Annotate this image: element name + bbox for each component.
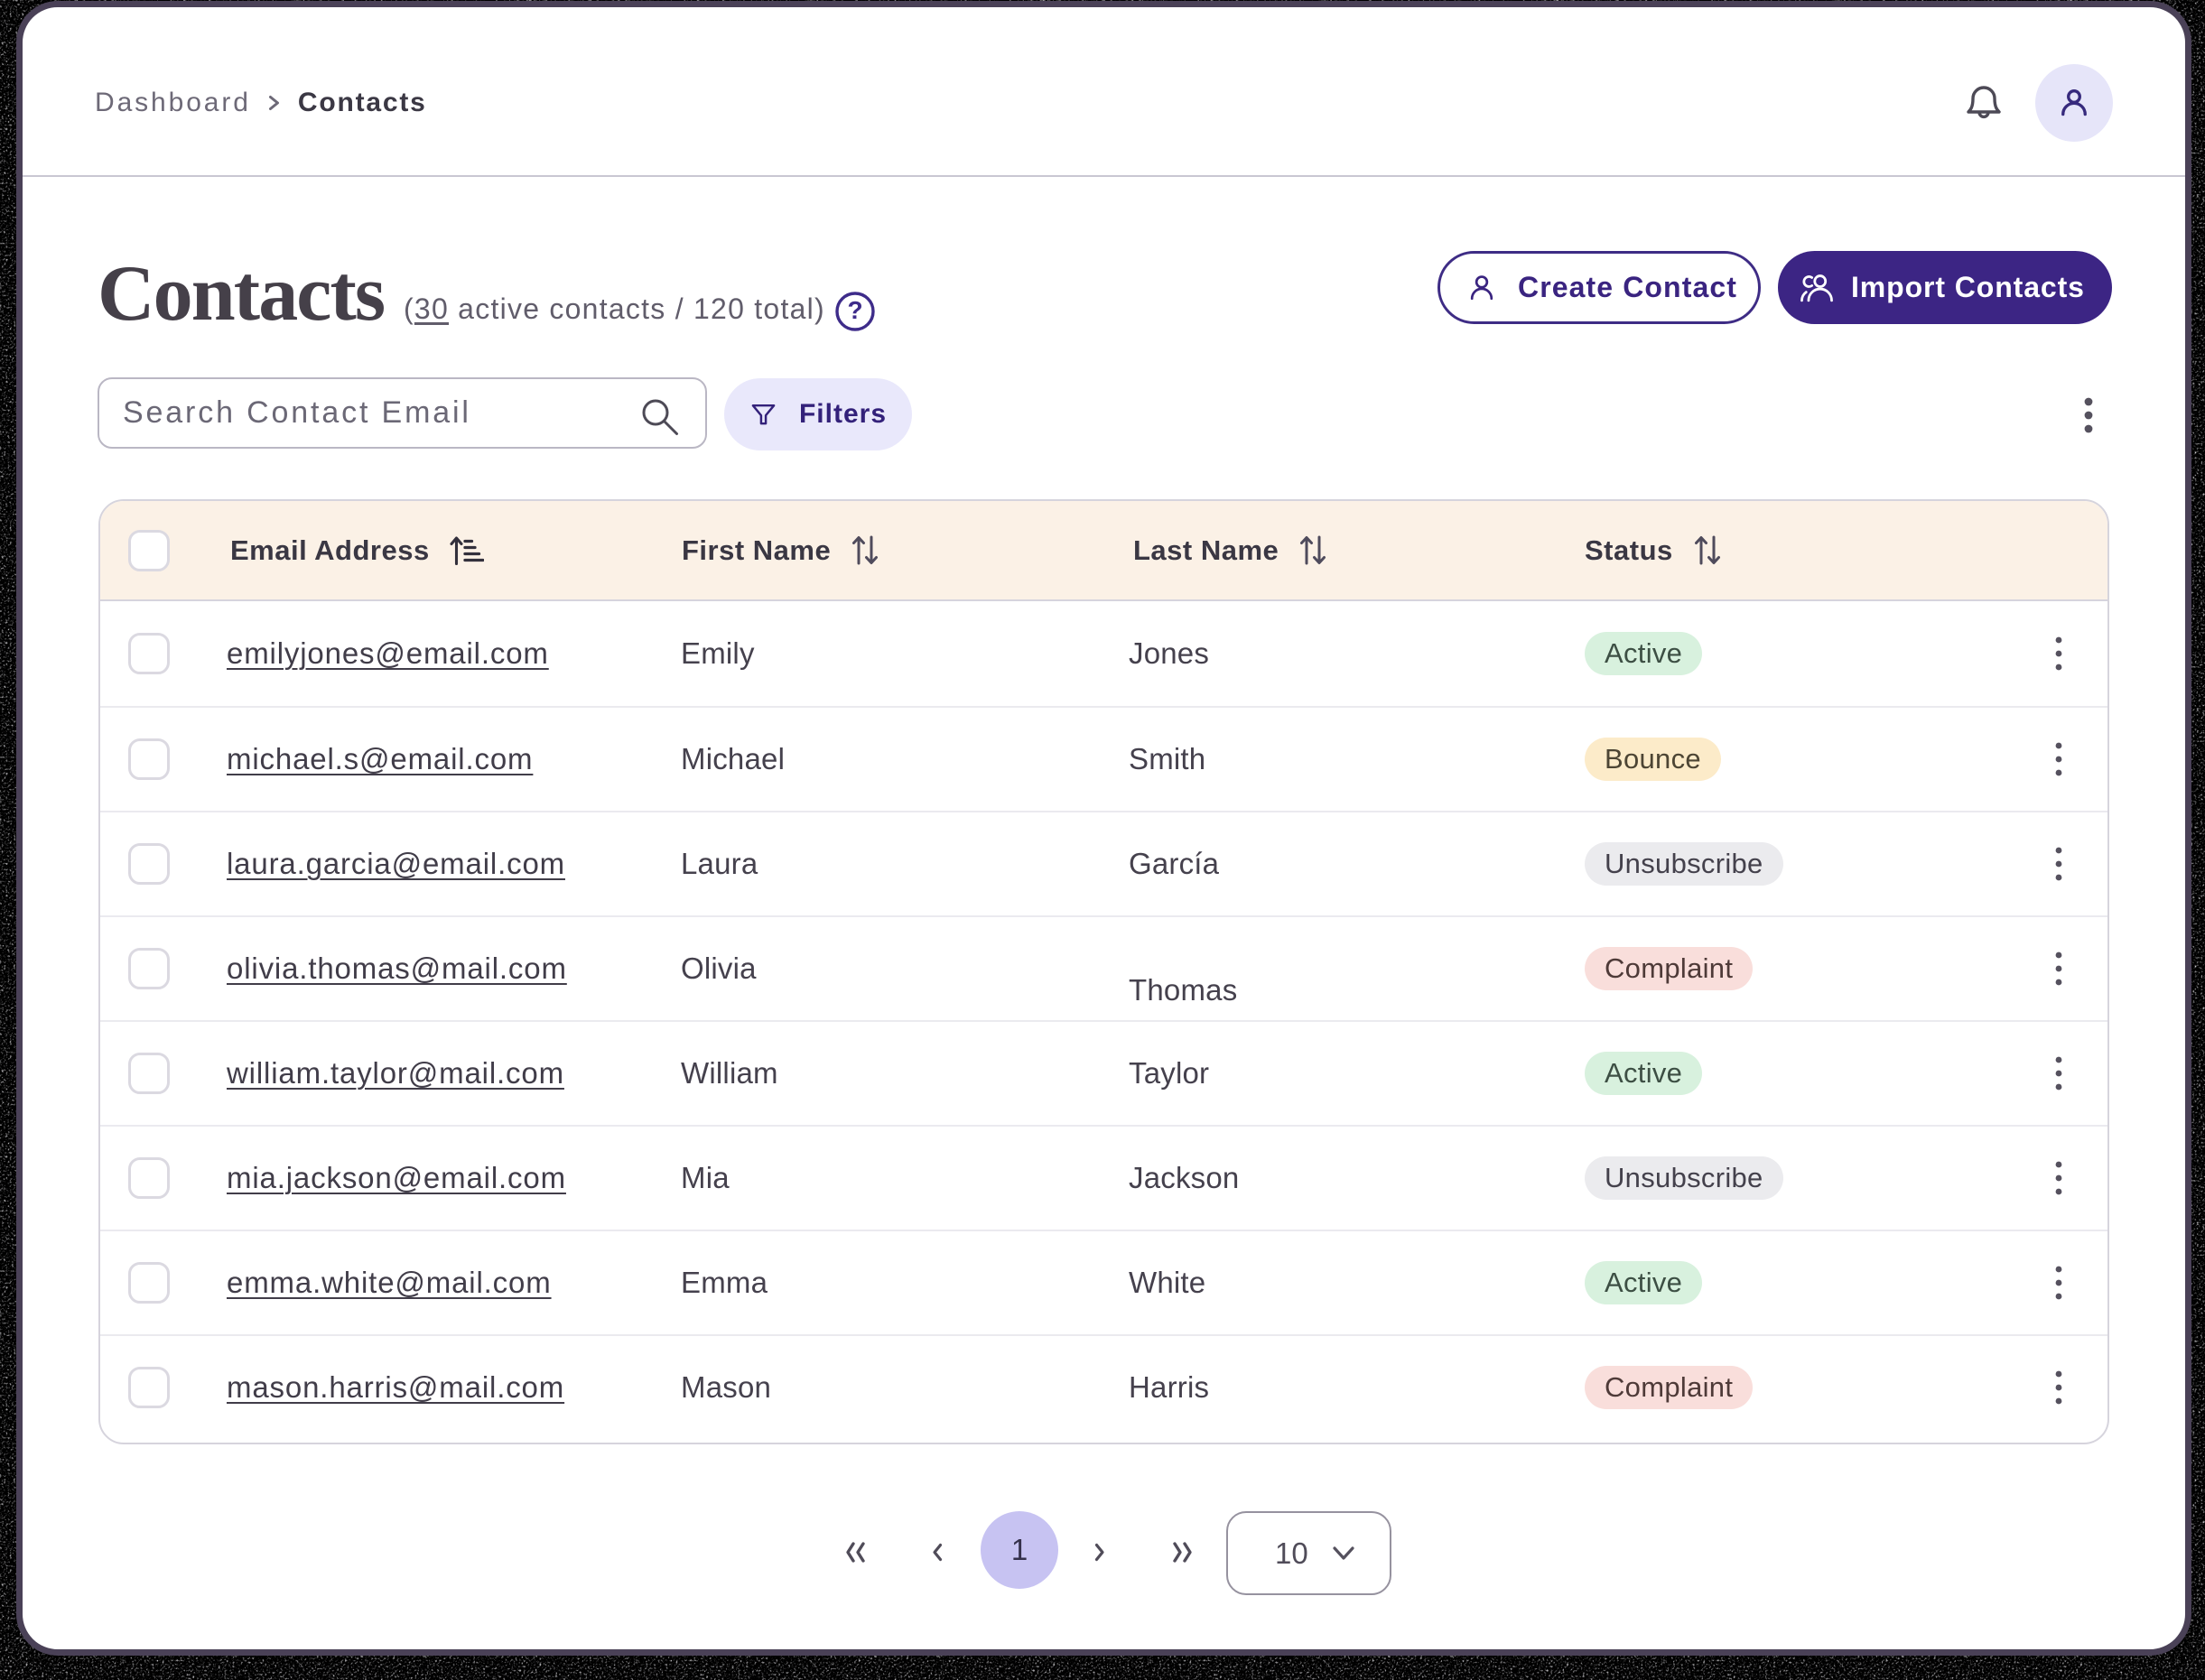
svg-text:?: ? xyxy=(847,296,862,324)
